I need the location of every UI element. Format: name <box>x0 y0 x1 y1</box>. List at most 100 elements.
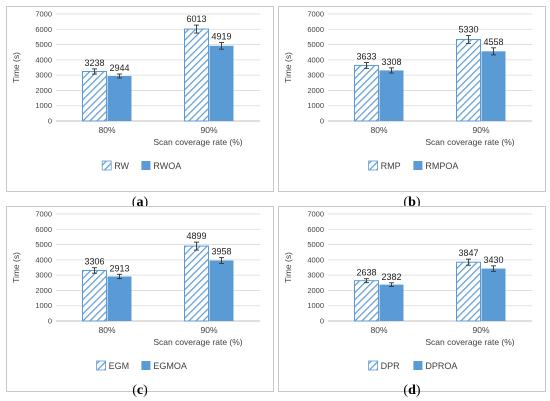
y-tick-label: 7000 <box>35 10 52 19</box>
data-label: 5330 <box>458 25 478 35</box>
bar-egmoa-0 <box>107 276 132 321</box>
x-axis-label: Scan coverage rate (%) <box>153 137 242 147</box>
x-axis-label: Scan coverage rate (%) <box>425 337 514 347</box>
data-label: 3633 <box>356 52 376 62</box>
y-tick-label: 7000 <box>307 210 324 219</box>
data-label: 4558 <box>483 37 503 47</box>
data-label: 2944 <box>109 63 129 73</box>
y-tick-label: 5000 <box>35 40 52 49</box>
bar-egm-0 <box>82 269 107 322</box>
bar-dproa-1 <box>481 268 506 321</box>
y-axis-label: Time (s) <box>11 52 21 83</box>
x-tick-label: 80% <box>98 325 115 335</box>
y-tick-label: 2000 <box>35 286 52 295</box>
legend-label-rw: RW <box>114 161 129 171</box>
data-label: 6013 <box>186 14 206 24</box>
y-tick-label: 2000 <box>307 286 324 295</box>
bar-dproa-0 <box>379 284 404 321</box>
x-tick-label: 80% <box>98 125 115 135</box>
legend-swatch-rw <box>101 160 112 171</box>
data-label: 2913 <box>109 263 129 273</box>
bar-rmpoa-1 <box>481 51 506 121</box>
chart-c-svg: 0 1000 2000 3000 4000 5000 6000 7000 Time (s) 330… <box>6 206 274 392</box>
data-label: 3306 <box>84 257 104 267</box>
caption-a: (a) <box>131 195 149 210</box>
x-tick-label: 90% <box>200 125 217 135</box>
legend-label-rmpoa: RMPOA <box>425 161 458 171</box>
bar-rwoa-0 <box>107 75 132 121</box>
caption-c: (c) <box>132 383 148 398</box>
bar-rw-0 <box>82 71 107 122</box>
y-tick-label: 1000 <box>307 101 324 110</box>
legend-swatch-dpr <box>368 360 378 371</box>
x-axis-label: Scan coverage rate (%) <box>153 337 242 347</box>
y-tick-label: 3000 <box>307 271 324 280</box>
legend-swatch-rmp <box>368 160 378 171</box>
data-label: 4899 <box>186 231 206 241</box>
data-label: 2382 <box>381 272 401 282</box>
legend-swatch-egm <box>96 360 106 371</box>
legend-swatch-egmoa <box>141 361 151 370</box>
y-tick-label: 6000 <box>307 25 324 34</box>
y-tick-label: 4000 <box>35 255 52 264</box>
data-label: 3308 <box>381 57 401 67</box>
x-tick-label: 90% <box>472 325 489 335</box>
chart-b-svg: 0 1000 2000 3000 4000 5000 6000 7000 Time (s) 363… <box>278 6 546 192</box>
legend-swatch-rmpoa <box>413 161 423 170</box>
x-tick-label: 90% <box>200 325 217 335</box>
y-tick-label: 1000 <box>307 301 324 310</box>
y-tick-label: 0 <box>320 117 324 126</box>
data-label: 3958 <box>211 247 231 257</box>
x-axis-label: Scan coverage rate (%) <box>425 137 514 147</box>
legend-label-egm: EGM <box>109 361 130 371</box>
y-tick-label: 0 <box>48 117 52 126</box>
y-tick-label: 6000 <box>35 25 52 34</box>
y-tick-label: 3000 <box>35 271 52 280</box>
y-tick-label: 4000 <box>35 55 52 64</box>
x-tick-label: 90% <box>472 125 489 135</box>
bar-dpr-1 <box>456 261 481 322</box>
y-tick-label: 7000 <box>35 210 52 219</box>
data-label: 4919 <box>211 31 231 41</box>
chart-d-svg: 0 1000 2000 3000 4000 5000 6000 7000 Time (s) 263… <box>278 206 546 392</box>
bar-egm-1 <box>184 245 209 322</box>
bar-rmpoa-0 <box>379 70 404 121</box>
y-tick-label: 3000 <box>307 71 324 80</box>
x-tick-label: 80% <box>370 325 387 335</box>
data-label: 3847 <box>458 248 478 258</box>
y-tick-label: 3000 <box>35 71 52 80</box>
chart-panel-b: 0 1000 2000 3000 4000 5000 6000 7000 Time (s) 363… <box>278 6 546 192</box>
y-tick-label: 5000 <box>307 240 324 249</box>
legend-label-egmoa: EGMOA <box>153 361 187 371</box>
x-tick-label: 80% <box>370 125 387 135</box>
y-axis-label: Time (s) <box>11 252 21 283</box>
legend-swatch-dproa <box>413 361 423 370</box>
bar-rmp-1 <box>456 39 481 122</box>
chart-a-svg: 0 1000 2000 3000 4000 5000 6000 7000 Time (s) 323… <box>6 6 274 192</box>
data-label: 3238 <box>84 58 104 68</box>
caption-b: (b) <box>403 195 421 210</box>
y-tick-label: 4000 <box>307 255 324 264</box>
data-label: 2638 <box>356 268 376 278</box>
y-tick-label: 4000 <box>307 55 324 64</box>
y-tick-label: 2000 <box>307 86 324 95</box>
legend-label-dpr: DPR <box>381 361 401 371</box>
y-tick-label: 6000 <box>35 225 52 234</box>
y-tick-label: 7000 <box>307 10 324 19</box>
chart-panel-d: 0 1000 2000 3000 4000 5000 6000 7000 Time (s) 263… <box>278 206 546 392</box>
bar-rw-1 <box>184 28 209 122</box>
y-tick-label: 0 <box>320 317 324 326</box>
y-tick-label: 6000 <box>307 225 324 234</box>
caption-d: (d) <box>403 383 421 398</box>
y-tick-label: 5000 <box>35 240 52 249</box>
y-axis-label: Time (s) <box>283 52 293 83</box>
legend-swatch-rwoa <box>141 161 151 170</box>
data-label: 3430 <box>483 255 503 265</box>
chart-panel-a: 0 1000 2000 3000 4000 5000 6000 7000 Time (s) 323… <box>6 6 274 192</box>
y-tick-label: 1000 <box>35 301 52 310</box>
chart-panel-c: 0 1000 2000 3000 4000 5000 6000 7000 Time (s) 330… <box>6 206 274 392</box>
bar-rmp-0 <box>354 64 379 122</box>
bar-egmoa-1 <box>209 260 234 321</box>
y-tick-label: 5000 <box>307 40 324 49</box>
y-tick-label: 1000 <box>35 101 52 110</box>
